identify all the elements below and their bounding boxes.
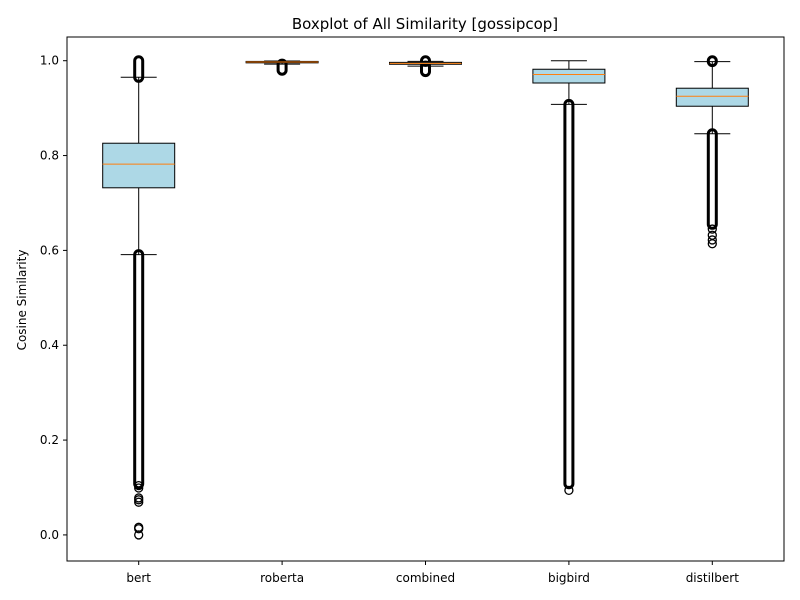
y-tick-label: 0.0 <box>40 528 59 542</box>
y-axis-label: Cosine Similarity <box>15 250 29 351</box>
outlier-band-low <box>133 249 145 490</box>
plot-area: 0.0 0.2 0.4 0.6 0.8 1.0 bert roberta combined big… <box>40 36 785 585</box>
y-tick-label: 0.8 <box>40 149 59 163</box>
plot-frame <box>66 36 785 562</box>
outlier-point <box>707 230 717 240</box>
y-tick-label: 0.2 <box>40 433 59 447</box>
x-tick-label: distilbert <box>686 571 740 585</box>
x-tick-label: combined <box>396 571 455 585</box>
outlier-point <box>134 480 144 491</box>
outlier-point <box>707 235 717 245</box>
x-tick-label: roberta <box>260 571 304 585</box>
y-tick-label: 0.6 <box>40 243 59 257</box>
box-distilbert <box>675 87 749 107</box>
y-tick-label: 0.4 <box>40 338 59 352</box>
box-bert <box>102 142 176 189</box>
x-tick-label: bert <box>126 571 151 585</box>
outlier-band-low <box>276 58 288 76</box>
chart-title: Boxplot of All Similarity [gossipcop] <box>292 15 558 33</box>
outlier-band-low <box>706 128 718 230</box>
outlier-point <box>564 485 574 495</box>
outlier-band-low <box>563 98 575 490</box>
box-bigbird <box>532 68 606 84</box>
y-tick-label: 1.0 <box>40 54 59 68</box>
outlier-point <box>134 522 144 532</box>
outlier-point <box>707 224 717 234</box>
x-tick-label: bigbird <box>548 571 590 585</box>
outlier-point <box>134 493 144 503</box>
